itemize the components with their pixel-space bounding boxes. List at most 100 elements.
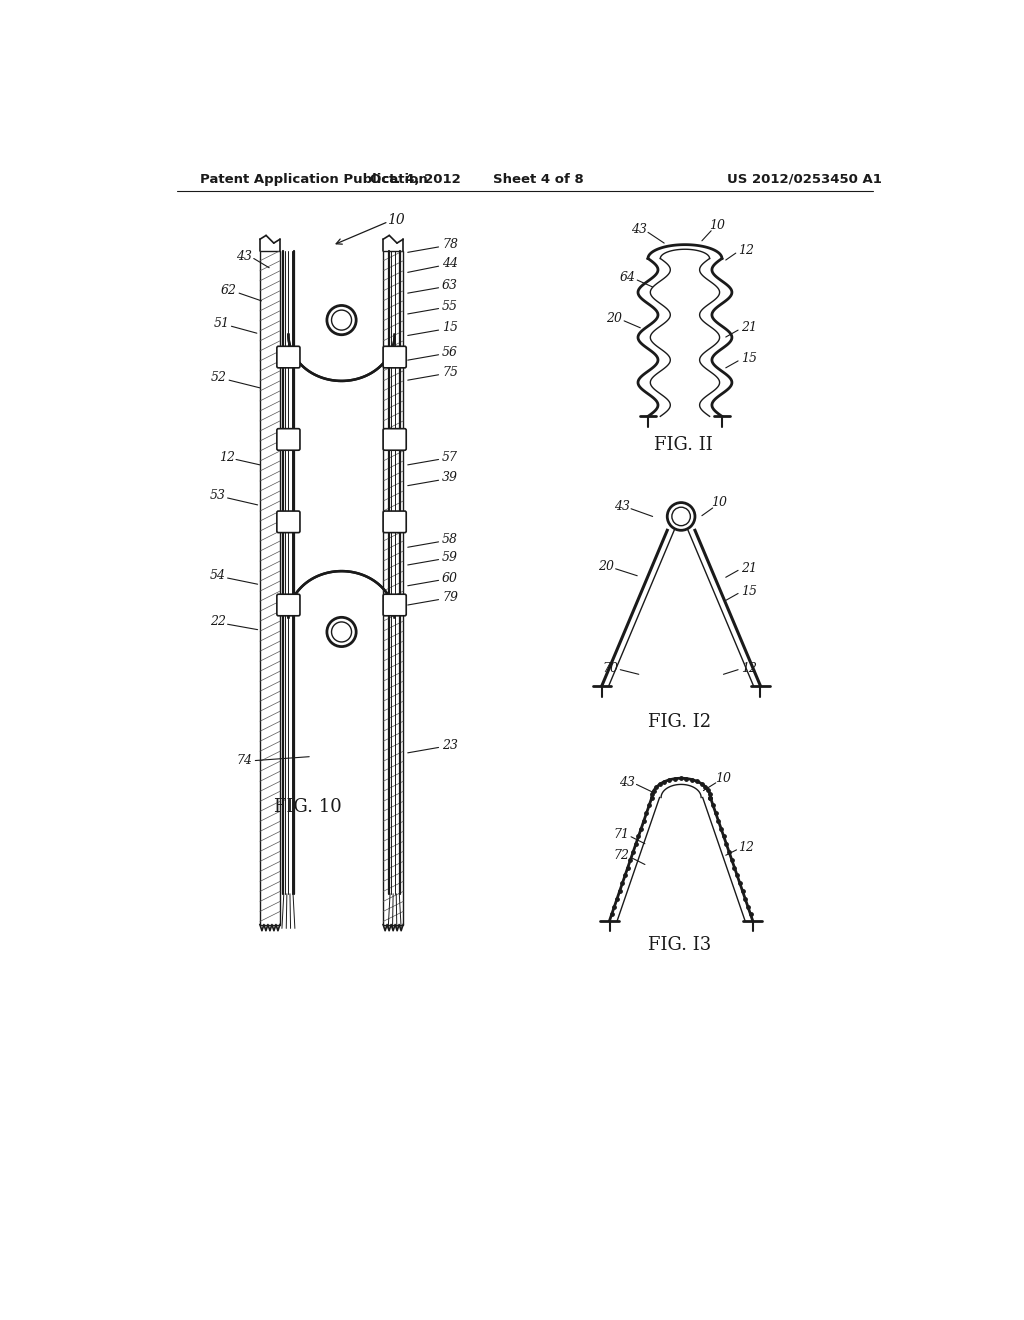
Point [638,803,654,824]
Point [606,896,623,917]
Point [702,787,719,808]
Point [630,826,646,847]
Text: 53: 53 [210,490,225,502]
FancyBboxPatch shape [276,511,300,533]
Point [628,834,644,855]
Point [737,888,754,909]
Point [726,857,742,878]
Text: 10: 10 [387,213,406,227]
Text: US 2012/0253450 A1: US 2012/0253450 A1 [727,173,882,186]
Text: FIG. II: FIG. II [654,436,713,454]
Point [636,810,652,832]
Text: 12: 12 [738,841,755,854]
Point [705,795,721,816]
Text: FIG. 10: FIG. 10 [273,797,342,816]
Point [603,904,620,925]
Point [699,780,716,801]
Text: 55: 55 [442,300,458,313]
FancyBboxPatch shape [276,346,300,368]
Point [625,842,641,863]
Text: 43: 43 [631,223,647,236]
Point [611,880,628,902]
Point [648,776,665,797]
Text: 23: 23 [442,739,458,751]
Point [721,842,737,863]
Text: 10: 10 [710,219,725,232]
Text: 12: 12 [738,244,755,257]
Point [734,880,751,902]
Text: 10: 10 [716,772,731,785]
Point [693,774,710,795]
Point [684,770,700,791]
Text: 39: 39 [442,471,458,484]
Point [662,770,678,791]
Point [702,787,719,808]
Text: 54: 54 [210,569,225,582]
Text: 74: 74 [237,754,253,767]
Text: Oct. 4, 2012: Oct. 4, 2012 [370,173,461,186]
Text: 75: 75 [442,366,458,379]
Text: 20: 20 [598,560,614,573]
FancyBboxPatch shape [383,346,407,368]
FancyBboxPatch shape [276,429,300,450]
Point [651,774,668,795]
Text: 12: 12 [219,450,234,463]
Text: Sheet 4 of 8: Sheet 4 of 8 [494,173,584,186]
Point [656,771,673,792]
Text: 64: 64 [620,271,635,284]
Point [620,857,636,878]
FancyBboxPatch shape [383,594,407,615]
Text: 72: 72 [613,849,630,862]
Point [616,865,633,886]
Text: FIG. I2: FIG. I2 [648,713,711,731]
Text: 22: 22 [210,615,225,628]
Point [633,818,649,840]
Point [708,803,724,824]
Text: 58: 58 [442,533,458,546]
Point [701,783,718,804]
Point [645,780,662,801]
Point [697,776,714,797]
Point [623,849,639,870]
Text: 44: 44 [442,257,458,271]
Text: 21: 21 [741,561,757,574]
Text: 20: 20 [606,312,623,325]
Point [732,873,749,894]
Bar [260,251,280,924]
Text: 15: 15 [741,585,757,598]
Point [724,849,740,870]
Text: 62: 62 [221,284,238,297]
Text: 10: 10 [712,496,728,510]
Text: Patent Application Publication: Patent Application Publication [200,173,428,186]
Text: 79: 79 [442,591,458,603]
Point [614,873,631,894]
Text: 51: 51 [213,317,229,330]
Point [641,795,657,816]
Text: 59: 59 [442,550,458,564]
Text: 71: 71 [613,828,630,841]
Point [689,771,706,792]
Point [729,865,745,886]
Point [644,787,660,808]
Point [718,834,734,855]
Point [673,768,689,789]
Point [667,768,683,789]
Text: 78: 78 [442,238,458,251]
Text: 56: 56 [442,346,458,359]
Point [711,810,727,832]
Text: 43: 43 [620,776,635,788]
Text: 21: 21 [741,321,757,334]
FancyBboxPatch shape [383,511,407,533]
Text: 15: 15 [741,352,757,366]
Point [644,784,660,805]
FancyBboxPatch shape [383,429,407,450]
Point [716,826,732,847]
Text: 12: 12 [741,661,757,675]
Bar [383,251,403,924]
Text: 57: 57 [442,450,458,463]
Text: 60: 60 [442,572,458,585]
Text: 52: 52 [211,371,227,384]
Point [609,888,626,909]
Point [739,896,756,917]
Text: 43: 43 [613,500,630,513]
